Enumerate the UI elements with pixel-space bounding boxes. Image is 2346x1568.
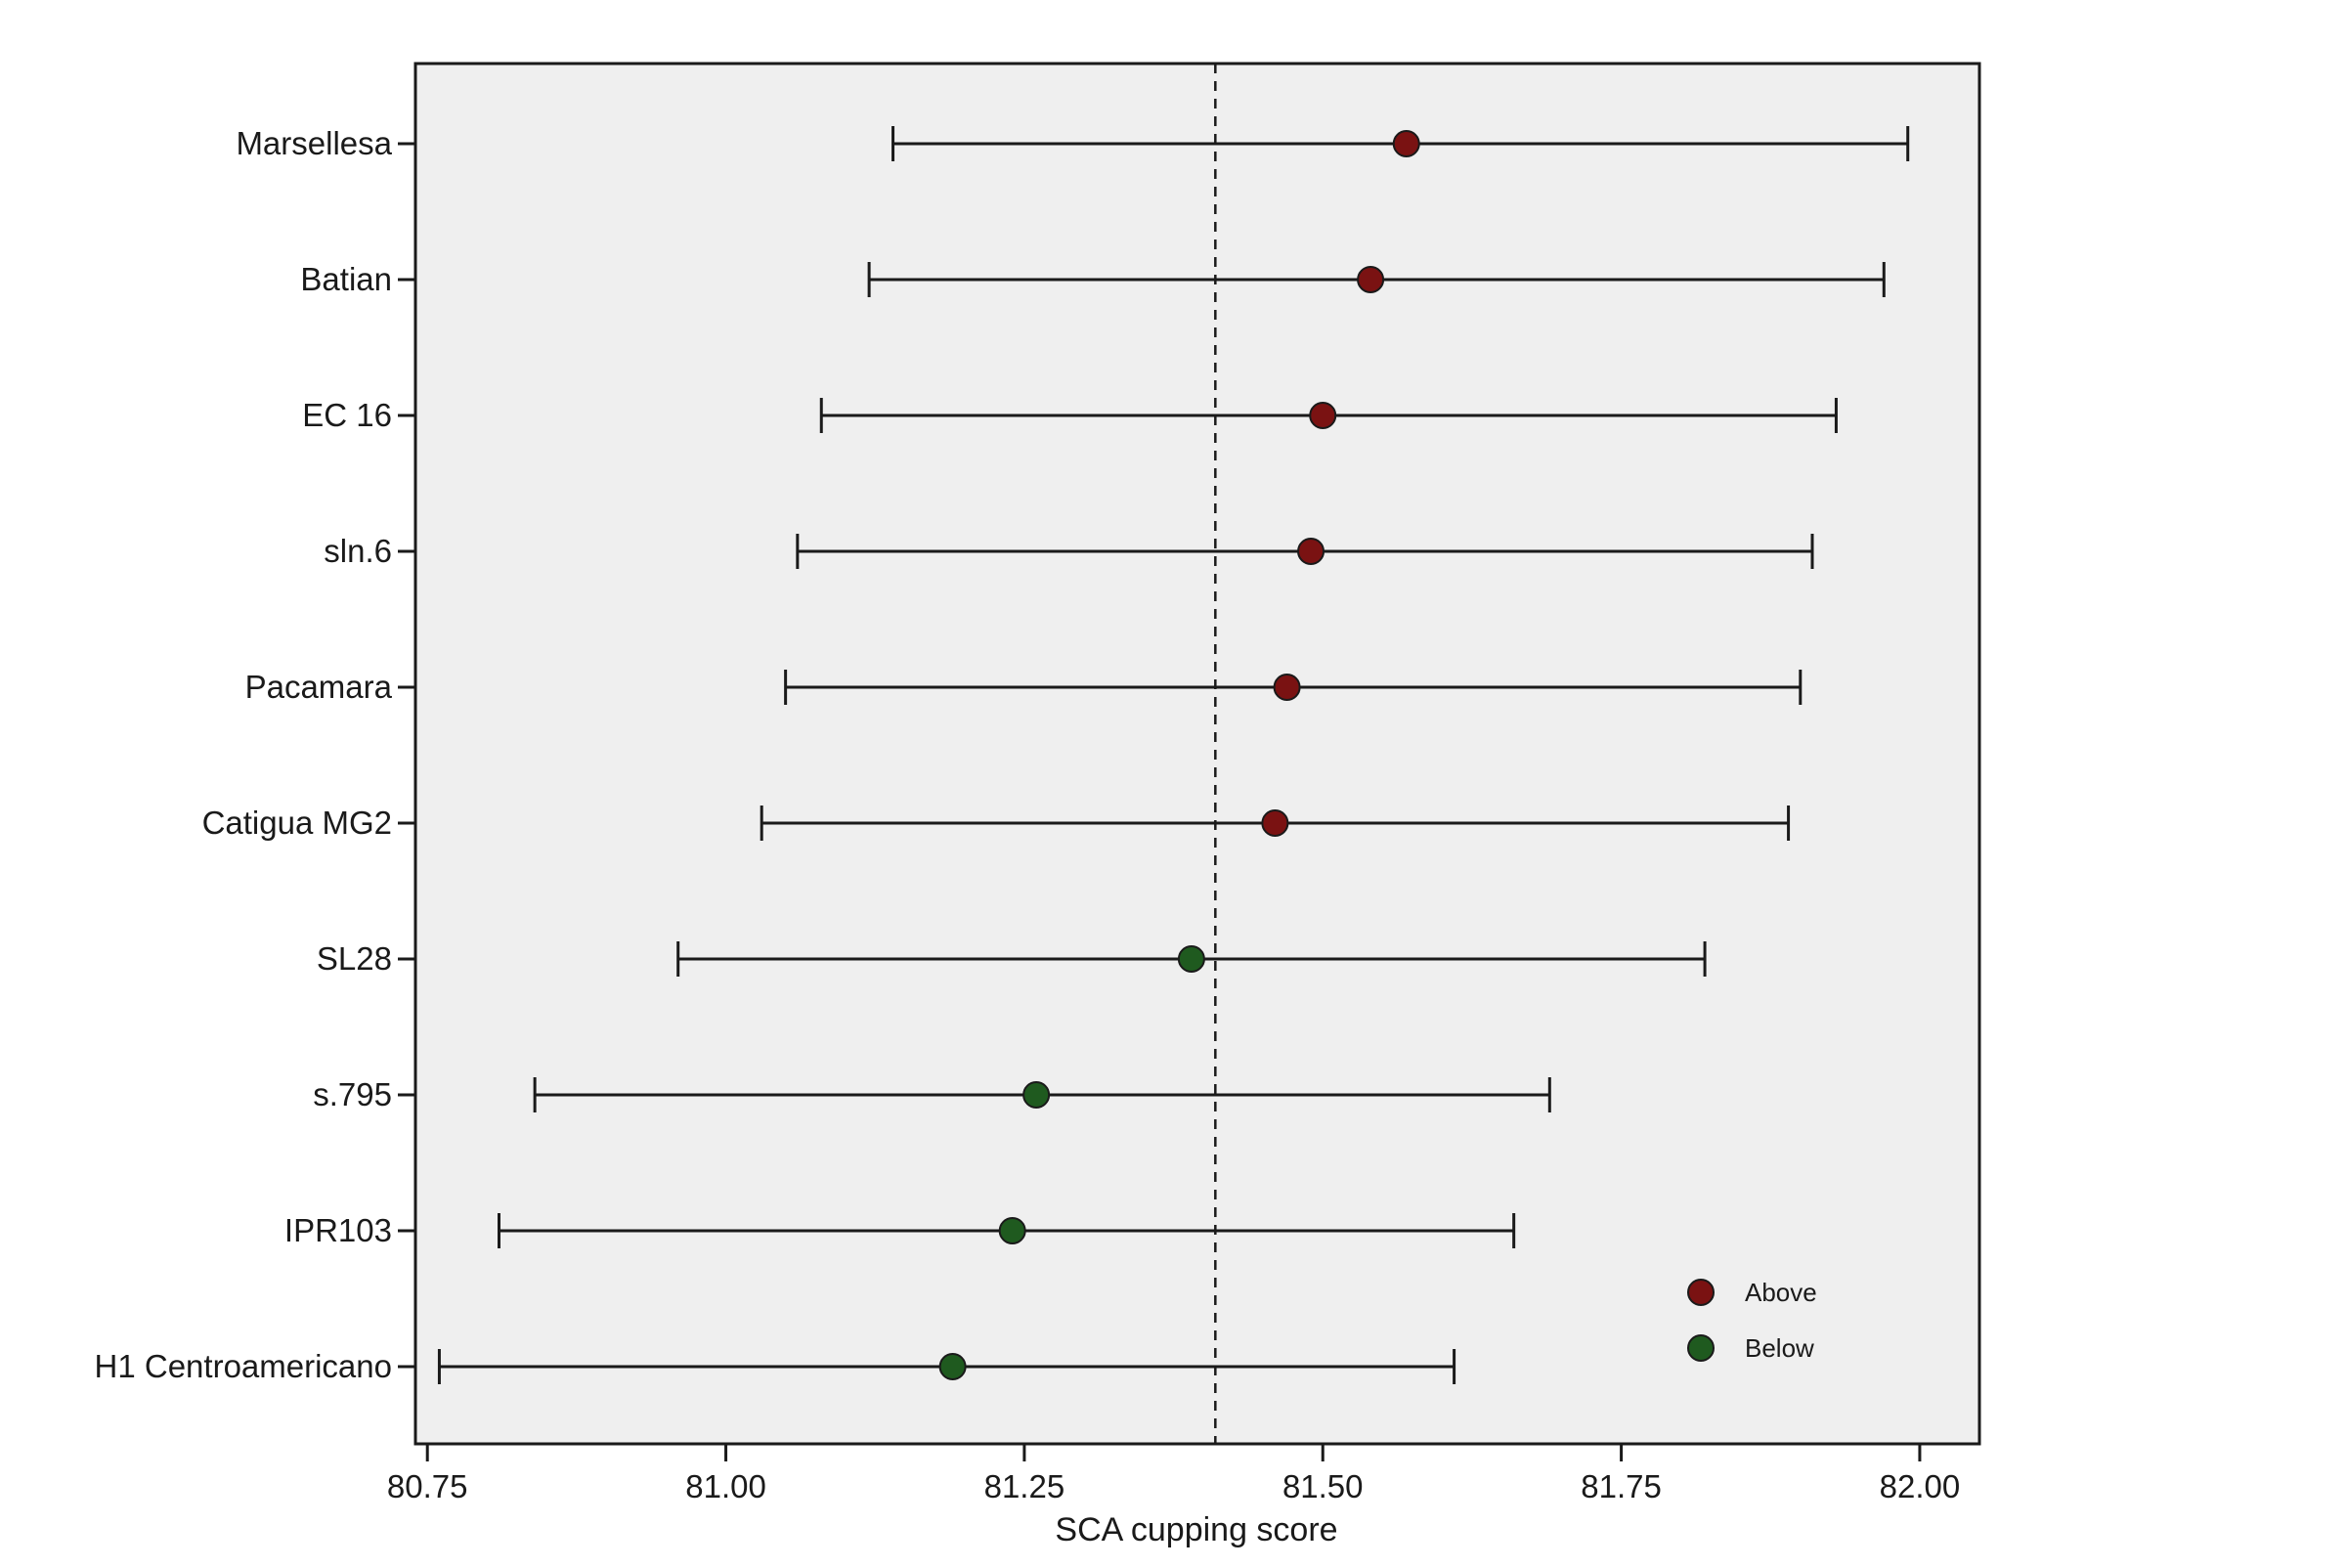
legend-marker (1687, 1279, 1715, 1306)
y-tick-label: s.795 (313, 1076, 392, 1112)
point-estimate (1297, 538, 1325, 565)
point-estimate (1357, 266, 1385, 293)
x-tick-label: 81.00 (685, 1468, 766, 1504)
legend-marker (1687, 1334, 1715, 1362)
x-tick-label: 81.75 (1581, 1468, 1662, 1504)
legend-label: Above (1745, 1278, 1817, 1307)
y-tick-label: Marsellesa (236, 125, 392, 161)
y-tick-label: sln.6 (324, 533, 392, 569)
point-estimate (1177, 945, 1205, 973)
plot-panel (413, 62, 1981, 1446)
y-tick-label: EC 16 (302, 397, 392, 433)
point-estimate (998, 1217, 1026, 1244)
y-tick-label: SL28 (317, 940, 392, 977)
y-tick-label: Pacamara (245, 669, 393, 705)
point-estimate (1273, 674, 1301, 701)
point-estimate (1392, 130, 1420, 157)
x-tick-label: 81.50 (1282, 1468, 1364, 1504)
x-tick-label: 80.75 (387, 1468, 468, 1504)
y-tick-label: Batian (300, 261, 392, 297)
x-axis-title: SCA cupping score (1055, 1511, 1337, 1548)
legend-label: Below (1745, 1333, 1814, 1363)
legend: Above Below (1687, 1278, 1817, 1363)
y-tick-label: IPR103 (284, 1212, 392, 1248)
y-axis: Marsellesa Batian EC 16 sln.6 Pacamara Catigu… (95, 125, 415, 1384)
point-estimate (1022, 1081, 1051, 1109)
point-estimate (938, 1353, 967, 1380)
x-axis: 80.75 81.00 81.25 81.50 81.75 82.00 (387, 1444, 1960, 1504)
point-estimate (1261, 809, 1289, 837)
point-estimate (1309, 402, 1337, 429)
x-tick-label: 82.00 (1880, 1468, 1961, 1504)
y-tick-label: H1 Centroamericano (95, 1348, 392, 1384)
x-tick-label: 81.25 (984, 1468, 1065, 1504)
estimate-points (938, 130, 1420, 1380)
y-tick-label: Catigua MG2 (202, 805, 392, 841)
